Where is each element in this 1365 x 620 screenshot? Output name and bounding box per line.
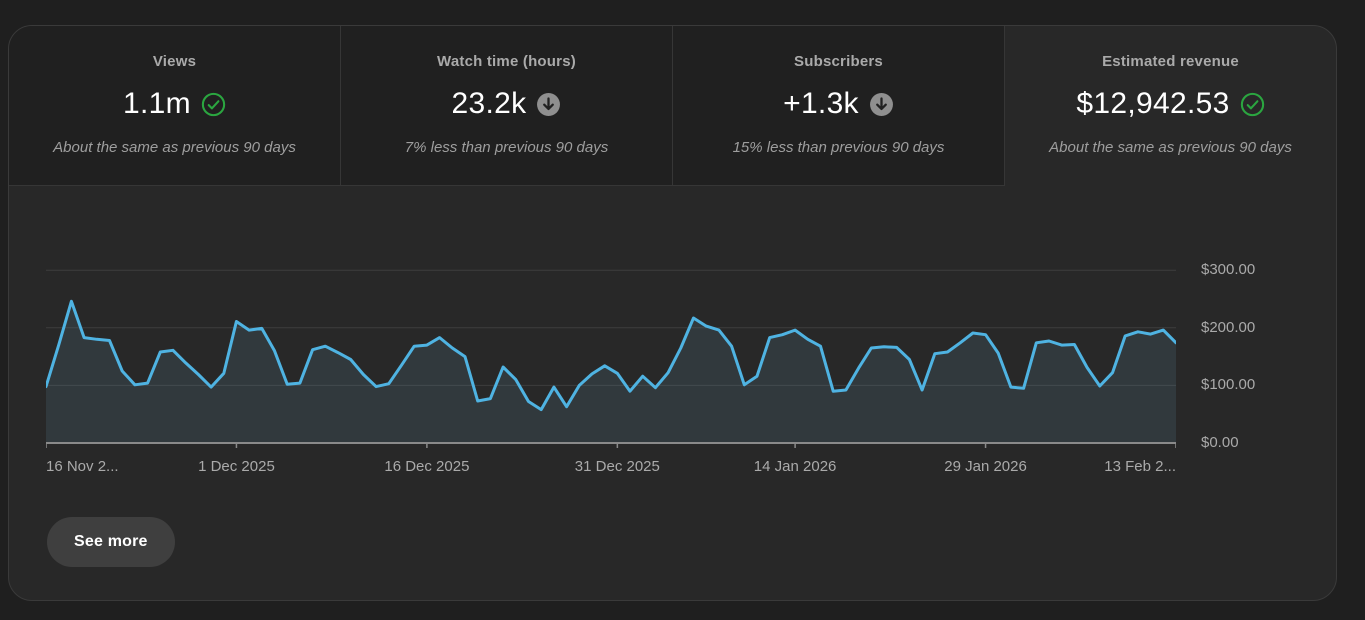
x-axis-label: 31 Dec 2025 xyxy=(574,458,660,475)
metric-subtitle: About the same as previous 90 days xyxy=(1049,139,1292,156)
x-axis-label: 13 Feb 2... xyxy=(1104,458,1176,475)
y-axis-label: $100.00 xyxy=(1201,376,1256,394)
x-axis-label: 14 Jan 2026 xyxy=(753,458,837,475)
arrow-down-circle-icon xyxy=(869,92,894,117)
metric-value-row: +1.3k xyxy=(783,86,894,122)
check-circle-icon xyxy=(201,92,226,117)
metric-value: +1.3k xyxy=(783,87,859,120)
x-axis-labels: 16 Nov 2... 1 Dec 2025 16 Dec 2025 31 Dec 2… xyxy=(46,457,1176,479)
metric-value: 1.1m xyxy=(123,87,191,120)
revenue-chart[interactable] xyxy=(46,194,1176,448)
metric-title: Watch time (hours) xyxy=(437,53,576,70)
see-more-button[interactable]: See more xyxy=(47,517,175,567)
metric-value-row: $12,942.53 xyxy=(1076,86,1264,122)
metric-value: 23.2k xyxy=(451,87,527,120)
metric-card-views[interactable]: Views 1.1m About the same as previous 90… xyxy=(9,26,341,186)
metric-card-estimated-revenue[interactable]: Estimated revenue $12,942.53 About the s… xyxy=(1005,26,1336,186)
analytics-overview-panel: Views 1.1m About the same as previous 90… xyxy=(8,25,1337,601)
metric-card-subscribers[interactable]: Subscribers +1.3k 15% less than previous… xyxy=(673,26,1005,186)
x-axis-label: 16 Nov 2... xyxy=(46,458,119,475)
metric-subtitle: About the same as previous 90 days xyxy=(53,139,296,156)
metric-value-row: 1.1m xyxy=(123,86,226,122)
check-circle-icon xyxy=(1240,92,1265,117)
metric-title: Subscribers xyxy=(794,53,883,70)
metric-subtitle: 7% less than previous 90 days xyxy=(404,139,609,156)
y-axis-label: $200.00 xyxy=(1201,318,1256,336)
x-axis-label: 29 Jan 2026 xyxy=(944,458,1027,475)
y-axis-label: $0.00 xyxy=(1201,434,1239,451)
x-axis-label: 1 Dec 2025 xyxy=(198,458,275,475)
metric-card-watch-time[interactable]: Watch time (hours) 23.2k 7% less than pr… xyxy=(341,26,673,186)
metric-cards-row: Views 1.1m About the same as previous 90… xyxy=(9,26,1336,186)
metric-value: $12,942.53 xyxy=(1076,87,1230,120)
metric-value-row: 23.2k xyxy=(452,86,562,122)
x-axis-tick-marks xyxy=(46,443,1176,448)
chart-line xyxy=(46,299,1176,412)
y-axis-label: $300.00 xyxy=(1201,261,1256,279)
metric-title: Views xyxy=(152,53,197,70)
metric-subtitle: 15% less than previous 90 days xyxy=(732,139,945,156)
arrow-down-circle-icon xyxy=(536,92,561,117)
x-axis-label: 16 Dec 2025 xyxy=(384,458,470,475)
metric-title: Estimated revenue xyxy=(1102,53,1239,70)
chart-area-fill xyxy=(46,301,1176,443)
